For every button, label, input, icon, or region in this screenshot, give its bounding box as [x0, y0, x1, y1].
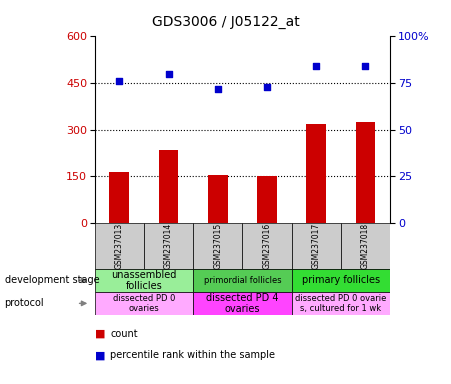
Bar [356, 122, 375, 223]
Bar [193, 223, 243, 269]
Bar [95, 292, 193, 315]
Text: protocol: protocol [5, 298, 44, 308]
Text: ■: ■ [95, 350, 105, 360]
Bar [292, 292, 390, 315]
Bar [95, 269, 193, 292]
Bar [193, 292, 292, 315]
Text: percentile rank within the sample: percentile rank within the sample [110, 350, 276, 360]
Bar [292, 269, 390, 292]
Text: GSM237013: GSM237013 [115, 223, 124, 269]
Text: GSM237015: GSM237015 [213, 223, 222, 269]
Text: GSM237014: GSM237014 [164, 223, 173, 269]
Point [313, 63, 320, 70]
Point [263, 84, 271, 90]
Text: count: count [110, 329, 138, 339]
Point [214, 86, 221, 92]
Text: dissected PD 0 ovarie
s, cultured for 1 wk: dissected PD 0 ovarie s, cultured for 1 … [295, 294, 387, 313]
Text: ■: ■ [95, 329, 105, 339]
Bar [110, 172, 129, 223]
Bar [144, 223, 193, 269]
Text: development stage: development stage [5, 275, 99, 285]
Bar [193, 269, 292, 292]
Bar [257, 175, 277, 223]
Bar [306, 124, 326, 223]
Bar [243, 223, 292, 269]
Text: GDS3006 / J05122_at: GDS3006 / J05122_at [152, 15, 299, 29]
Point [362, 63, 369, 70]
Text: GSM237017: GSM237017 [312, 223, 321, 269]
Text: unassembled
follicles: unassembled follicles [111, 270, 177, 291]
Text: primordial follicles: primordial follicles [203, 276, 281, 285]
Point [116, 78, 123, 84]
Point [165, 71, 172, 77]
Bar [292, 223, 341, 269]
Text: GSM237018: GSM237018 [361, 223, 370, 269]
Bar [95, 223, 144, 269]
Text: GSM237016: GSM237016 [262, 223, 272, 269]
Text: dissected PD 0
ovaries: dissected PD 0 ovaries [113, 294, 175, 313]
Text: primary follicles: primary follicles [302, 275, 380, 285]
Bar [159, 151, 179, 223]
Bar [341, 223, 390, 269]
Bar [208, 175, 228, 223]
Text: dissected PD 4
ovaries: dissected PD 4 ovaries [206, 293, 279, 314]
